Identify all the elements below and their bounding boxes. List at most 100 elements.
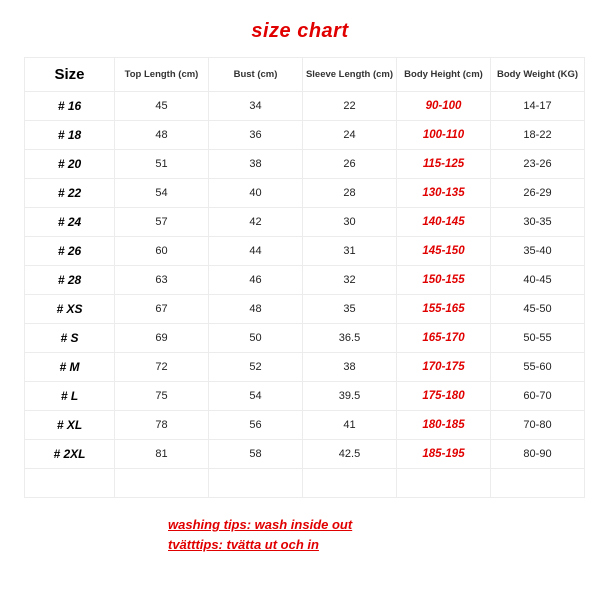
cell-weight: 60-70: [491, 382, 585, 411]
cell-sleeve: 38: [303, 353, 397, 382]
cell-top: 67: [115, 295, 209, 324]
cell-size: # M: [25, 353, 115, 382]
cell-sleeve: 28: [303, 179, 397, 208]
table-row: # XL785641180-18570-80: [25, 411, 585, 440]
col-sleeve: Sleeve Length (cm): [303, 58, 397, 92]
size-chart-table: Size Top Length (cm) Bust (cm) Sleeve Le…: [24, 57, 585, 498]
cell-top: 75: [115, 382, 209, 411]
table-row: # 24574230140-14530-35: [25, 208, 585, 237]
cell-top: 81: [115, 440, 209, 469]
cell-height: 175-180: [397, 382, 491, 411]
cell-top: 51: [115, 150, 209, 179]
cell-weight: 30-35: [491, 208, 585, 237]
cell-top: 78: [115, 411, 209, 440]
cell-height: 145-150: [397, 237, 491, 266]
cell-top: 48: [115, 121, 209, 150]
cell-top: 45: [115, 92, 209, 121]
cell-size: # 28: [25, 266, 115, 295]
cell-weight: 23-26: [491, 150, 585, 179]
cell-bust: 38: [209, 150, 303, 179]
cell-weight: 55-60: [491, 353, 585, 382]
cell-size: # XS: [25, 295, 115, 324]
table-row: # 18483624100-11018-22: [25, 121, 585, 150]
cell-bust: 40: [209, 179, 303, 208]
cell-weight: 18-22: [491, 121, 585, 150]
empty-cell: [115, 469, 209, 498]
table-row: # S695036.5165-17050-55: [25, 324, 585, 353]
cell-height: 170-175: [397, 353, 491, 382]
cell-bust: 46: [209, 266, 303, 295]
cell-weight: 50-55: [491, 324, 585, 353]
empty-cell: [303, 469, 397, 498]
cell-size: # L: [25, 382, 115, 411]
col-top: Top Length (cm): [115, 58, 209, 92]
cell-bust: 56: [209, 411, 303, 440]
cell-weight: 26-29: [491, 179, 585, 208]
cell-height: 115-125: [397, 150, 491, 179]
cell-sleeve: 22: [303, 92, 397, 121]
header-row: Size Top Length (cm) Bust (cm) Sleeve Le…: [25, 58, 585, 92]
cell-sleeve: 39.5: [303, 382, 397, 411]
cell-height: 90-100: [397, 92, 491, 121]
cell-height: 155-165: [397, 295, 491, 324]
cell-weight: 14-17: [491, 92, 585, 121]
col-size: Size: [25, 58, 115, 92]
cell-sleeve: 30: [303, 208, 397, 237]
cell-sleeve: 32: [303, 266, 397, 295]
cell-size: # 18: [25, 121, 115, 150]
cell-top: 57: [115, 208, 209, 237]
empty-cell: [25, 469, 115, 498]
table-row: # 2XL815842.5185-19580-90: [25, 440, 585, 469]
table-row: # 22544028130-13526-29: [25, 179, 585, 208]
cell-height: 180-185: [397, 411, 491, 440]
cell-bust: 42: [209, 208, 303, 237]
cell-size: # 2XL: [25, 440, 115, 469]
cell-top: 60: [115, 237, 209, 266]
cell-bust: 54: [209, 382, 303, 411]
cell-weight: 45-50: [491, 295, 585, 324]
cell-weight: 80-90: [491, 440, 585, 469]
cell-bust: 36: [209, 121, 303, 150]
cell-sleeve: 42.5: [303, 440, 397, 469]
cell-height: 130-135: [397, 179, 491, 208]
cell-weight: 70-80: [491, 411, 585, 440]
cell-sleeve: 41: [303, 411, 397, 440]
table-row: [25, 469, 585, 498]
table-row: # 1645342290-10014-17: [25, 92, 585, 121]
cell-bust: 52: [209, 353, 303, 382]
cell-height: 140-145: [397, 208, 491, 237]
cell-weight: 40-45: [491, 266, 585, 295]
table-row: # M725238170-17555-60: [25, 353, 585, 382]
cell-top: 72: [115, 353, 209, 382]
table-row: # 28634632150-15540-45: [25, 266, 585, 295]
cell-size: # 26: [25, 237, 115, 266]
cell-bust: 34: [209, 92, 303, 121]
empty-cell: [209, 469, 303, 498]
cell-top: 63: [115, 266, 209, 295]
cell-size: # S: [25, 324, 115, 353]
cell-height: 150-155: [397, 266, 491, 295]
col-weight: Body Weight (KG): [491, 58, 585, 92]
table-row: # 26604431145-15035-40: [25, 237, 585, 266]
cell-sleeve: 36.5: [303, 324, 397, 353]
cell-weight: 35-40: [491, 237, 585, 266]
cell-sleeve: 26: [303, 150, 397, 179]
cell-height: 185-195: [397, 440, 491, 469]
cell-top: 69: [115, 324, 209, 353]
cell-size: # 22: [25, 179, 115, 208]
cell-bust: 58: [209, 440, 303, 469]
cell-sleeve: 35: [303, 295, 397, 324]
cell-size: # XL: [25, 411, 115, 440]
chart-title: size chart: [0, 0, 600, 57]
cell-height: 100-110: [397, 121, 491, 150]
cell-sleeve: 31: [303, 237, 397, 266]
cell-top: 54: [115, 179, 209, 208]
cell-height: 165-170: [397, 324, 491, 353]
cell-size: # 20: [25, 150, 115, 179]
table-row: # 20513826115-12523-26: [25, 150, 585, 179]
col-bust: Bust (cm): [209, 58, 303, 92]
cell-size: # 16: [25, 92, 115, 121]
table-row: # XS674835155-16545-50: [25, 295, 585, 324]
table-row: # L755439.5175-18060-70: [25, 382, 585, 411]
cell-bust: 48: [209, 295, 303, 324]
